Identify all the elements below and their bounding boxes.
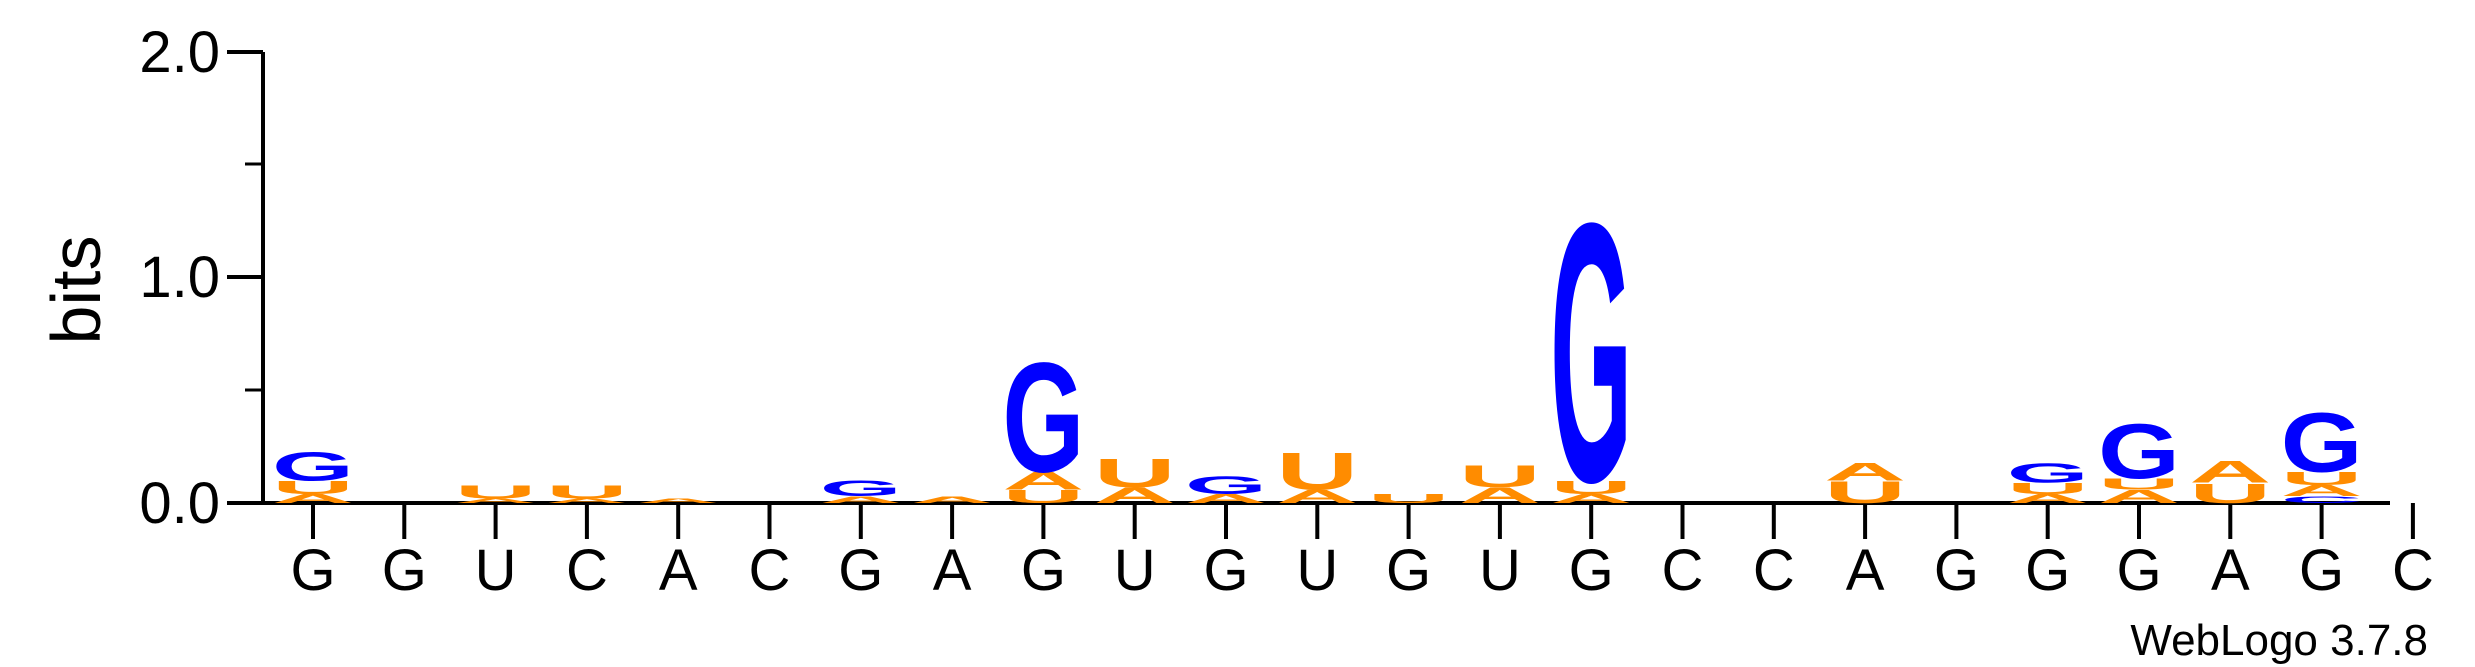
logo-letter: A bbox=[2098, 486, 2180, 507]
x-tick-label: U bbox=[475, 538, 517, 603]
logo-letter: U bbox=[272, 477, 354, 498]
y-tick-label-2: 2.0 bbox=[139, 20, 220, 85]
logo-letter: A bbox=[1002, 467, 1084, 495]
logo-letter: U bbox=[1368, 492, 1450, 506]
logo-letter: U bbox=[1550, 477, 1632, 498]
logo-letter: U bbox=[546, 482, 628, 503]
logo-letter: A bbox=[637, 497, 719, 504]
letter-stack: AU bbox=[455, 482, 537, 505]
logo-letter: A bbox=[1550, 492, 1632, 506]
letter-stack: AG bbox=[1185, 471, 1267, 505]
letter-stack: U bbox=[1368, 492, 1450, 506]
y-axis: 0.0 1.0 2.0 bbox=[139, 20, 265, 536]
logo-letter: A bbox=[1185, 492, 1267, 506]
letter-stack: AUG bbox=[2007, 457, 2089, 506]
x-tick-label: A bbox=[2211, 538, 2250, 603]
x-tick-label: G bbox=[1569, 538, 1614, 603]
x-tick-label: G bbox=[1934, 538, 1979, 603]
logo-letter: G bbox=[2007, 457, 2089, 489]
x-tick-label: G bbox=[2025, 538, 2070, 603]
x-tick-label: C bbox=[1662, 538, 1704, 603]
x-tick-label: C bbox=[749, 538, 791, 603]
letter-stack: AU bbox=[1094, 451, 1176, 508]
x-tick-label: G bbox=[382, 538, 427, 603]
logo-letter: U bbox=[1002, 486, 1084, 507]
logo-letter: G bbox=[2098, 408, 2180, 495]
letter-stack: AUG bbox=[1550, 145, 1632, 559]
letter-stack: AU bbox=[546, 482, 628, 505]
logo-letter: G bbox=[1185, 471, 1267, 499]
letter-stack: AUG bbox=[272, 444, 354, 506]
y-tick-label-0: 0.0 bbox=[139, 471, 220, 536]
x-tick-label: A bbox=[933, 538, 972, 603]
x-tick-label: C bbox=[2392, 538, 2434, 603]
letter-stack: AUG bbox=[2098, 408, 2180, 507]
logo-letter: A bbox=[2281, 482, 2363, 500]
letter-stack: UAG bbox=[1002, 331, 1084, 507]
x-tick-label: G bbox=[838, 538, 883, 603]
x-tick-label: G bbox=[1203, 538, 1248, 603]
logo-letter: G bbox=[2281, 396, 2363, 490]
logo-letter: A bbox=[272, 492, 354, 506]
logo-letter: U bbox=[2007, 480, 2089, 498]
y-axis-label: bits bbox=[37, 236, 115, 345]
logo-letter: U bbox=[455, 482, 537, 503]
letter-stack: A bbox=[637, 497, 719, 504]
x-tick-label: U bbox=[1114, 538, 1156, 603]
x-tick-label: G bbox=[2299, 538, 2344, 603]
logo-letter: U bbox=[2189, 478, 2271, 510]
logo-letter: U bbox=[2281, 468, 2363, 489]
x-tick-label: G bbox=[2116, 538, 2161, 603]
letter-stack: AG bbox=[820, 477, 902, 505]
letter-stack: AU bbox=[1459, 459, 1541, 508]
x-tick-label: G bbox=[290, 538, 335, 603]
logo-letter: U bbox=[1459, 459, 1541, 494]
logo-letter: U bbox=[1824, 475, 1906, 510]
x-tick-label: U bbox=[1479, 538, 1521, 603]
logo-letter: G bbox=[272, 444, 354, 489]
letter-stack: UA bbox=[1824, 458, 1906, 510]
logo-letter: G bbox=[820, 477, 902, 501]
logo-letter: G bbox=[1002, 331, 1084, 506]
logo-letter: C bbox=[2281, 495, 2363, 505]
weblogo-credit: WebLogo 3.7.8 bbox=[2130, 616, 2428, 665]
x-tick-label: U bbox=[1296, 538, 1338, 603]
letter-stack: AU bbox=[1276, 442, 1358, 508]
x-tick-label: A bbox=[1846, 538, 1885, 603]
logo-letter: A bbox=[2189, 454, 2271, 489]
logo-letter: A bbox=[546, 497, 628, 504]
logo-letter: U bbox=[1276, 442, 1358, 501]
logo-letter: A bbox=[1276, 486, 1358, 507]
logo-letter: U bbox=[2098, 475, 2180, 493]
logo-letter: A bbox=[911, 495, 993, 505]
logo-letter: G bbox=[1550, 145, 1632, 559]
x-tick-label: A bbox=[659, 538, 698, 603]
x-tick-label: C bbox=[566, 538, 608, 603]
logo-letter: A bbox=[1459, 483, 1541, 507]
x-tick-label: G bbox=[1021, 538, 1066, 603]
logo-letter: A bbox=[2007, 492, 2089, 506]
logo-letter: U bbox=[1094, 451, 1176, 496]
logo-letter: A bbox=[1824, 458, 1906, 486]
logo-letter: A bbox=[1094, 483, 1176, 507]
logo-letter: A bbox=[455, 497, 537, 504]
logo-letter: A bbox=[820, 495, 902, 505]
x-ticks bbox=[311, 503, 2415, 539]
y-tick-label-1: 1.0 bbox=[139, 245, 220, 310]
x-tick-label: G bbox=[1386, 538, 1431, 603]
letter-stack: A bbox=[911, 495, 993, 505]
letter-stack: UA bbox=[2189, 454, 2271, 509]
x-tick-label: C bbox=[1753, 538, 1795, 603]
